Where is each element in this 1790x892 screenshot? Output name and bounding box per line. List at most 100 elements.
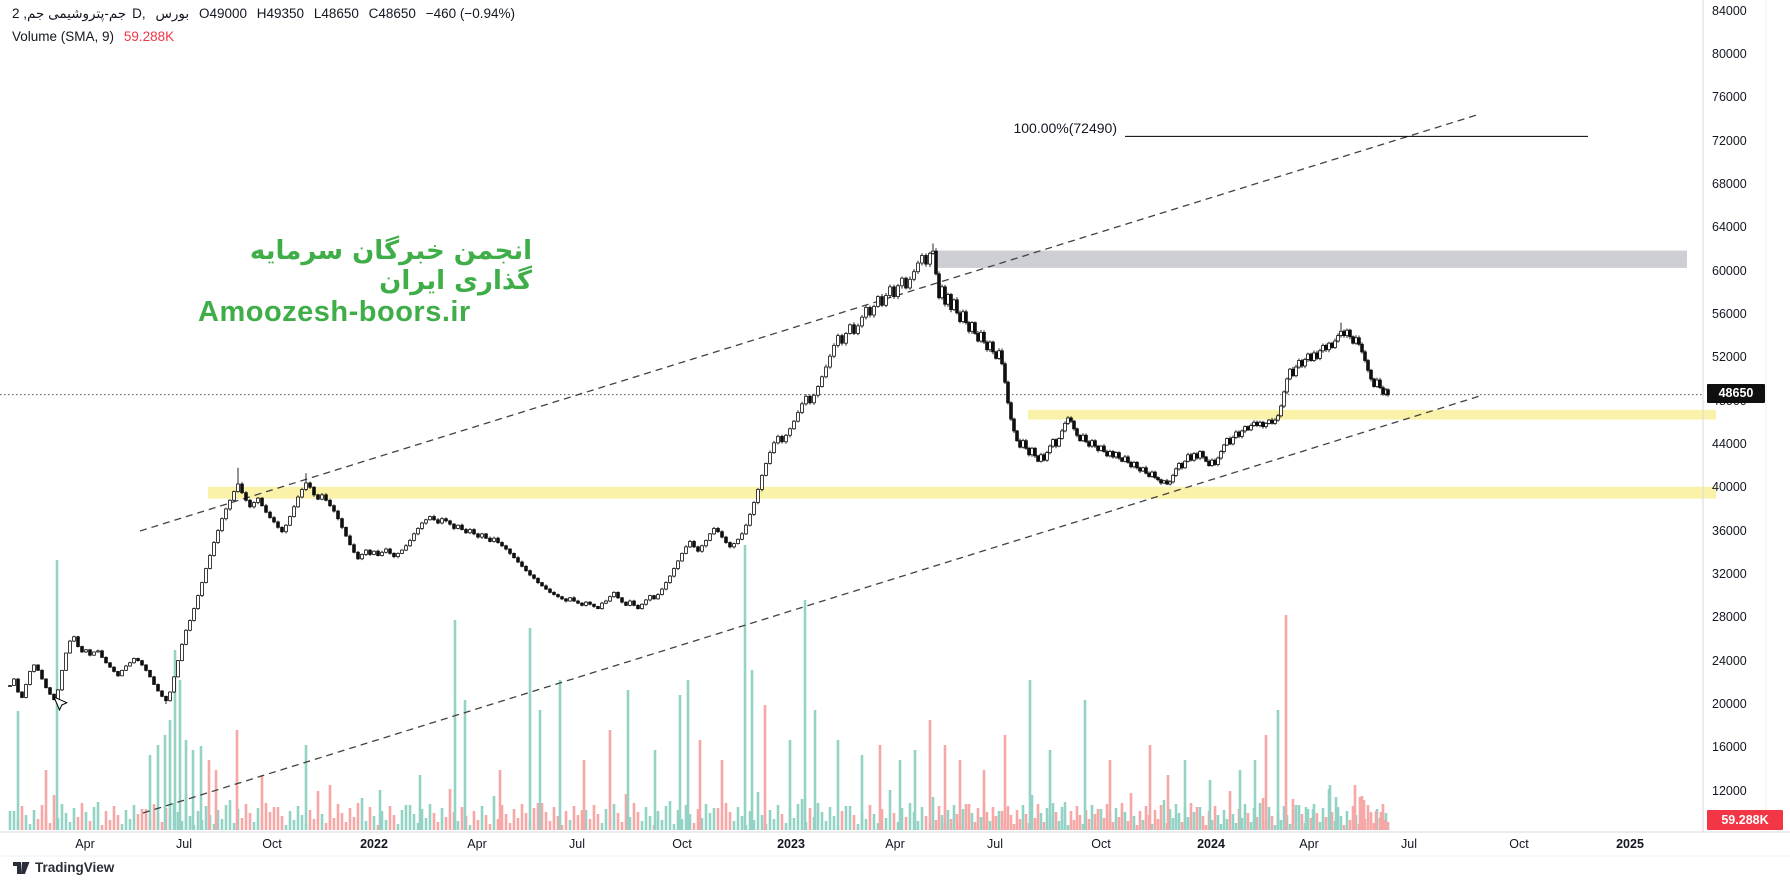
candle-body [512, 552, 516, 559]
price-axis[interactable]: 84000 80000 76000 72000 68000 64000 60000 56000… [1703, 0, 1790, 832]
volume-bar-spike [608, 730, 612, 830]
candle-body [272, 517, 276, 523]
candle-body [1348, 329, 1352, 338]
candle-body [1321, 344, 1325, 352]
candle-body [484, 533, 488, 539]
time-axis[interactable]: Apr Jul Oct 2022 Apr Jul Oct 2023 Apr Jul Oct 2024 A… [0, 832, 1790, 856]
time-tick-label: Oct [262, 837, 282, 851]
candle-body [1060, 430, 1064, 439]
volume-bar [1114, 808, 1118, 830]
volume-bar [524, 813, 528, 830]
candle-body [1009, 402, 1013, 420]
volume-bar [1096, 809, 1100, 830]
symbol-legend[interactable]: جم-پتروشیمی جم, 2 D, بورس O49000 H49350 L… [12, 6, 521, 44]
volume-bar [844, 806, 848, 830]
support-zone-40000[interactable] [208, 486, 1716, 499]
candle-body [1108, 451, 1112, 457]
candle-body [988, 341, 992, 351]
volume-bar [1339, 816, 1343, 830]
candle-body [940, 286, 944, 299]
volume-bar [1180, 822, 1184, 830]
candle-body [64, 652, 68, 671]
volume-bar [392, 815, 396, 830]
candle-body [704, 539, 708, 547]
candle-body [568, 597, 572, 602]
volume-bar [1105, 804, 1109, 830]
volume-bar [656, 811, 660, 830]
candle-body [412, 533, 416, 541]
candle-body [1357, 337, 1361, 345]
candle-body [1258, 421, 1262, 426]
volume-bar [212, 824, 216, 830]
candle-body [96, 650, 100, 653]
candle-body [958, 312, 962, 322]
volume-bar-spike [328, 785, 332, 830]
volume-bar-spike [148, 755, 152, 830]
volume-bar-spike [173, 650, 177, 830]
volume-bar [116, 815, 120, 830]
candle-body [1069, 417, 1073, 422]
volume-bar [460, 807, 464, 830]
volume-indicator-label[interactable]: Volume (SMA, 9) [12, 29, 115, 44]
volume-bar-spike [1383, 820, 1387, 830]
support-zone-46800[interactable] [1028, 409, 1716, 420]
candle-body [1213, 459, 1217, 465]
volume-bar [388, 806, 392, 830]
candle-body [820, 376, 824, 387]
volume-bar [72, 808, 76, 830]
candle-body [244, 492, 248, 501]
volume-bar [1168, 809, 1172, 830]
volume-bar [440, 808, 444, 830]
time-tick-label: Oct [1509, 837, 1529, 851]
volume-bar [160, 822, 164, 830]
candle-body [937, 273, 941, 299]
candle-body [340, 518, 344, 528]
candle-body [28, 671, 32, 685]
fib-level-label[interactable]: 100.00%(72490) [1013, 120, 1117, 136]
volume-bar [320, 814, 324, 830]
interval-label[interactable]: D, [132, 6, 146, 21]
channel-lower[interactable] [142, 394, 1484, 814]
candle-body [500, 542, 504, 547]
volume-bar-spike [1358, 797, 1362, 830]
volume-bar [908, 803, 912, 830]
resistance-zone-61000[interactable] [935, 250, 1687, 268]
candle-body [949, 294, 953, 311]
volume-bar [520, 804, 524, 830]
candle-body [80, 646, 84, 653]
candle-body [680, 552, 684, 562]
volume-bar [556, 816, 560, 830]
candle-body [976, 333, 980, 342]
candle-body [1174, 468, 1178, 476]
volume-bar-spike [958, 760, 962, 830]
candle-body [1342, 330, 1346, 337]
volume-bar [512, 809, 516, 830]
candle-body [967, 322, 971, 332]
volume-bar-spike [156, 745, 160, 830]
volume-bar [496, 819, 500, 830]
tradingview-attribution[interactable]: TradingView [13, 860, 114, 875]
symbol-name[interactable]: جم-پتروشیمی جم, 2 [12, 6, 127, 21]
volume-bar [368, 807, 372, 830]
candle-body [860, 316, 864, 327]
candle-body [928, 252, 932, 265]
ohlc-close: C48650 [368, 6, 416, 21]
volume-bar-spike [1048, 750, 1052, 830]
volume-bar [1126, 821, 1130, 830]
volume-bar [284, 825, 288, 830]
candle-body [1198, 451, 1202, 459]
volume-bar [688, 814, 692, 830]
volume-bar [952, 805, 956, 830]
candle-body [600, 602, 604, 610]
candle-body [888, 286, 892, 296]
candle-body [844, 333, 848, 344]
time-tick-label: Apr [1299, 837, 1319, 851]
volume-bar [336, 804, 340, 830]
volume-bar [280, 816, 284, 830]
channel-upper[interactable] [139, 113, 1481, 532]
candle-body [464, 529, 468, 534]
candle-body [1282, 391, 1286, 407]
price-tick-label: 32000 [1712, 567, 1747, 582]
candle-body [1129, 461, 1133, 468]
